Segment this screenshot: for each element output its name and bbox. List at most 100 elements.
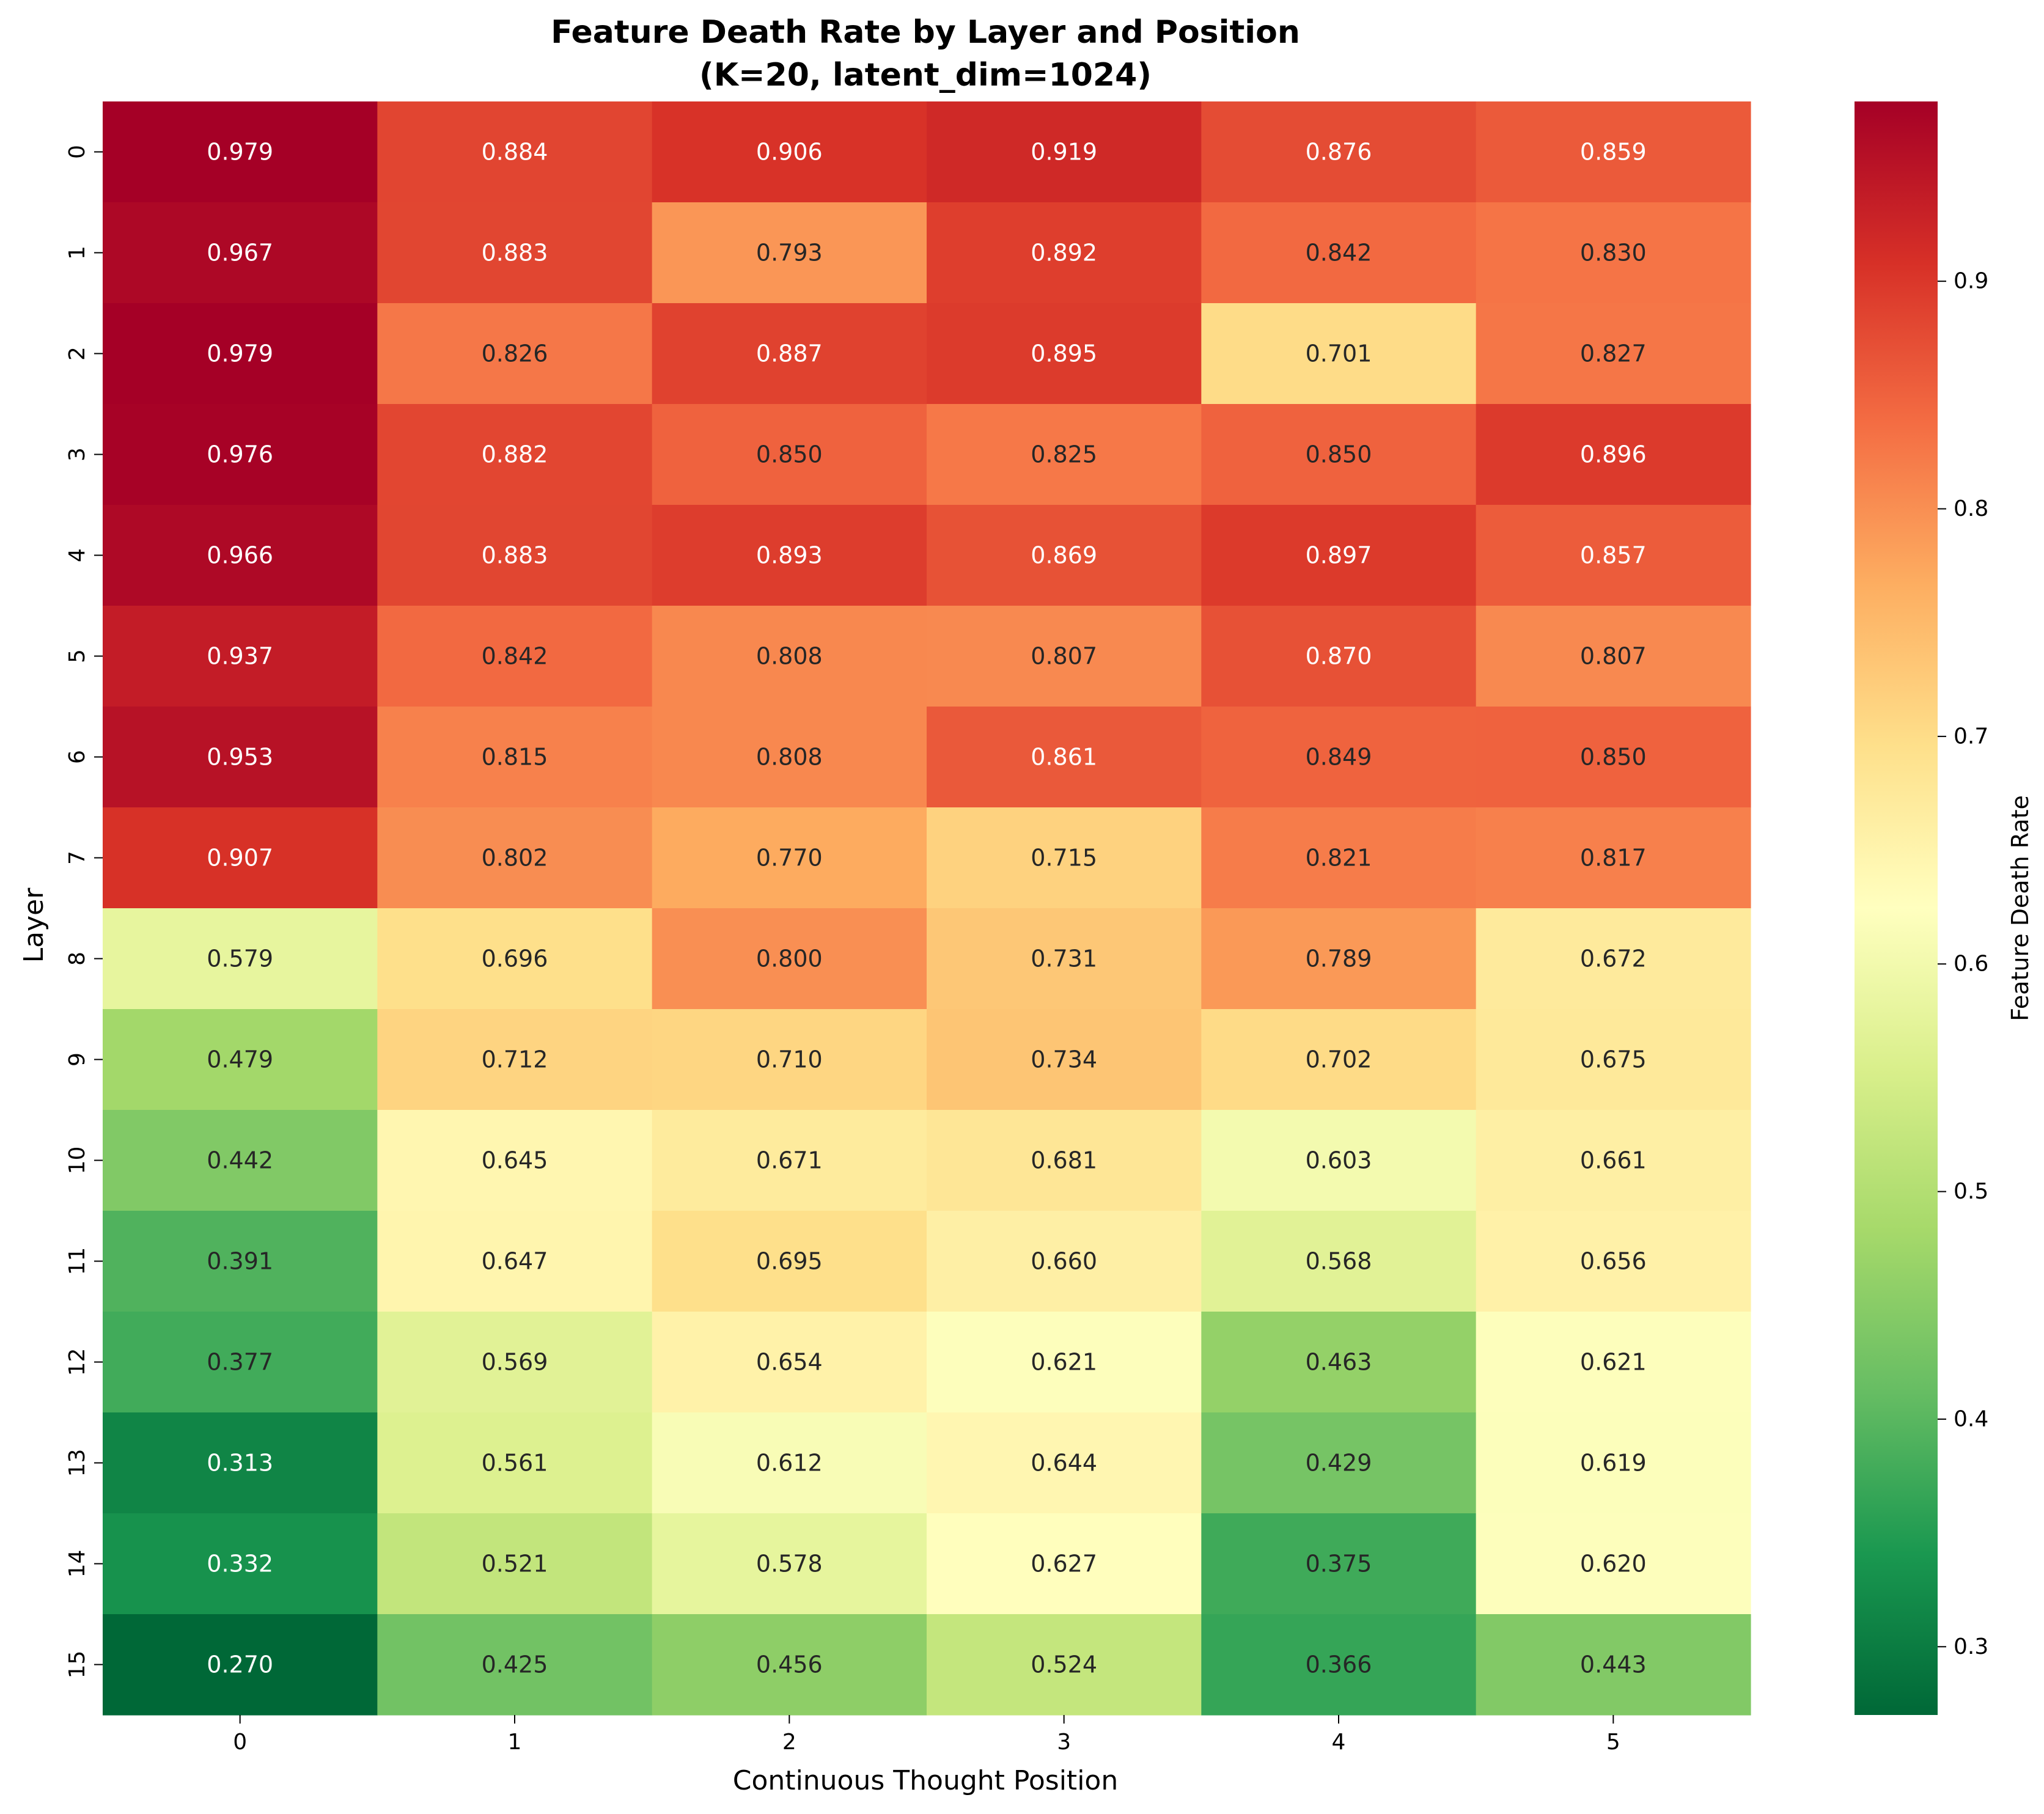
heatmap-cell [652,606,927,707]
cell-value-label: 0.656 [1580,1248,1647,1275]
cell-value-label: 0.821 [1306,845,1372,872]
cell-value-label: 0.569 [482,1349,548,1376]
cell-value-label: 0.366 [1306,1651,1372,1678]
cell-value-label: 0.770 [756,845,823,872]
heatmap-cell [1201,404,1477,505]
heatmap-cell [927,1412,1202,1514]
cell-value-label: 0.702 [1306,1046,1372,1073]
cell-value-label: 0.869 [1031,542,1097,569]
heatmap-cell [927,707,1202,808]
heatmap-cell [652,908,927,1010]
x-axis-ticks: 0 1 2 3 4 5 [233,1715,1620,1755]
cell-value-label: 0.842 [1306,240,1372,266]
heatmap-cell [103,606,378,707]
cell-value-label: 0.675 [1580,1046,1647,1073]
cell-value-label: 0.896 [1580,441,1647,468]
heatmap-cells [103,101,1751,1716]
heatmap-cell [103,1009,378,1111]
heatmap-cell [103,202,378,304]
heatmap-cell [927,303,1202,405]
y-tick-label: 5 [65,649,90,663]
cell-value-label: 0.654 [756,1349,823,1376]
colorbar-tick-label: 0.3 [1954,1634,1988,1659]
cell-value-label: 0.695 [756,1248,823,1275]
colorbar: 0.3 0.4 0.5 0.6 0.7 0.8 0.9 Feature Death Rate [1855,101,2034,1715]
heatmap-cell [652,1614,927,1716]
cell-value-label: 0.375 [1306,1551,1372,1577]
cell-value-label: 0.842 [482,643,548,670]
x-tick-label: 0 [233,1730,247,1755]
heatmap-cell [652,202,927,304]
cell-value-label: 0.696 [482,946,548,972]
heatmap-cell [927,505,1202,606]
colorbar-gradient [1855,101,1938,1715]
colorbar-tick-label: 0.5 [1954,1179,1988,1204]
y-tick-label: 14 [65,1550,90,1578]
y-tick-label: 4 [65,548,90,562]
heatmap-cell [1476,807,1751,909]
y-tick-label: 1 [65,246,90,260]
cell-value-label: 0.561 [482,1450,548,1477]
heatmap-cell [1201,606,1477,707]
cell-value-label: 0.660 [1031,1248,1097,1275]
cell-value-label: 0.807 [1031,643,1097,670]
cell-value-label: 0.313 [207,1450,273,1477]
x-tick-label: 3 [1057,1730,1071,1755]
colorbar-ticks: 0.3 0.4 0.5 0.6 0.7 0.8 0.9 [1938,269,1988,1659]
x-tick-label: 1 [508,1730,522,1755]
heatmap-cell [1201,1211,1477,1312]
heatmap-cell [927,101,1202,203]
heatmap-cell [652,505,927,606]
cell-value-label: 0.887 [756,340,823,367]
heatmap-cell [103,1513,378,1615]
heatmap-cell [652,1009,927,1111]
heatmap-cell [652,1110,927,1211]
heatmap-cell [927,807,1202,909]
heatmap-cell [1201,303,1477,405]
heatmap-cell [1201,1009,1477,1111]
cell-value-label: 0.644 [1031,1450,1097,1477]
cell-value-label: 0.850 [1306,441,1372,468]
heatmap-cell [377,1412,653,1514]
cell-value-label: 0.712 [482,1046,548,1073]
heatmap-cell [1201,202,1477,304]
cell-value-label: 0.979 [207,340,273,367]
cell-value-label: 0.425 [482,1651,548,1678]
heatmap-cell [377,1110,653,1211]
cell-value-label: 0.861 [1031,744,1097,771]
cell-value-label: 0.897 [1306,542,1372,569]
y-axis-label: Layer [18,887,50,963]
heatmap-cell [652,303,927,405]
cell-value-label: 0.603 [1306,1147,1372,1174]
heatmap-cell [652,807,927,909]
cell-value-label: 0.391 [207,1248,273,1275]
cell-value-label: 0.612 [756,1450,823,1477]
chart-subtitle: (K=20, latent_dim=1024) [699,57,1152,94]
cell-value-label: 0.883 [482,240,548,266]
heatmap-cell [103,303,378,405]
cell-value-label: 0.442 [207,1147,273,1174]
cell-value-label: 0.817 [1580,845,1647,872]
heatmap-cell [103,404,378,505]
y-tick-label: 6 [65,750,90,764]
cell-value-label: 0.976 [207,441,273,468]
cell-value-label: 0.967 [207,240,273,266]
heatmap-cell [1476,202,1751,304]
cell-value-label: 0.681 [1031,1147,1097,1174]
cell-value-label: 0.479 [207,1046,273,1073]
cell-value-label: 0.857 [1580,542,1647,569]
heatmap-cell [652,101,927,203]
y-tick-label: 7 [65,851,90,865]
heatmap-cell [377,606,653,707]
cell-value-label: 0.825 [1031,441,1097,468]
cell-value-label: 0.568 [1306,1248,1372,1275]
cell-value-label: 0.815 [482,744,548,771]
heatmap-cell [1201,707,1477,808]
heatmap-cell [927,1312,1202,1413]
heatmap-cell [1476,303,1751,405]
heatmap-cell [103,1312,378,1413]
heatmap-cell [1476,505,1751,606]
cell-value-label: 0.884 [482,139,548,166]
